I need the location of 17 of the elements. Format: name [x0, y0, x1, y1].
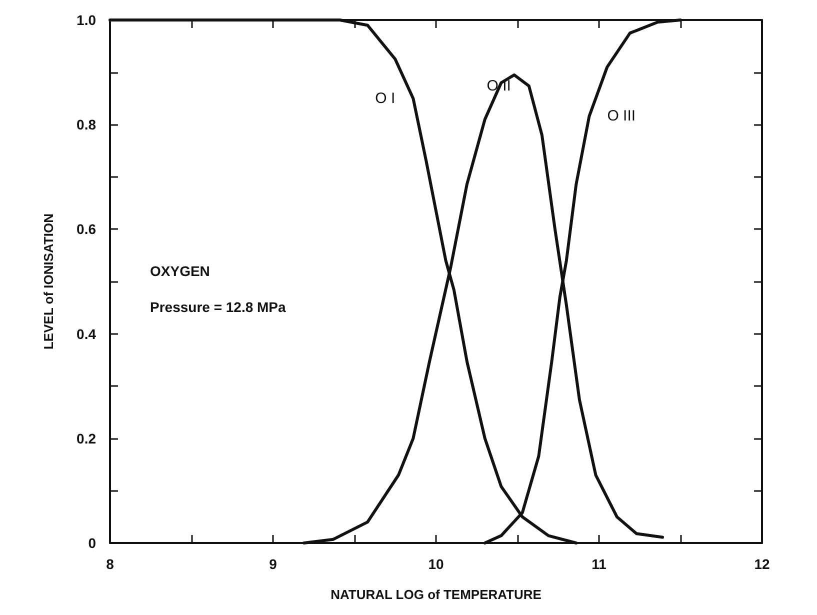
x-tick-label: 11 [592, 556, 607, 572]
y-tick-label: 0.6 [76, 221, 96, 238]
x-tick-label: 10 [428, 556, 444, 572]
series-label: O III [607, 108, 636, 125]
y-tick-label: 0 [88, 535, 96, 551]
x-tick-label: 12 [754, 556, 770, 572]
y-tick-label: 1.0 [76, 12, 96, 28]
annotation: Pressure = 12.8 MPa [150, 299, 286, 315]
x-axis-title: NATURAL LOG of TEMPERATURE [330, 587, 542, 602]
annotation: OXYGEN [150, 263, 210, 279]
x-tick-label: 8 [106, 556, 114, 572]
y-axis-title: LEVEL of IONISATION [41, 213, 56, 350]
x-tick-label: 9 [269, 556, 278, 572]
series-label: O I [375, 90, 396, 107]
y-tick-label: 0.2 [76, 430, 96, 446]
y-tick-label: 0.8 [76, 116, 96, 133]
y-tick-label: 0.4 [76, 326, 96, 342]
